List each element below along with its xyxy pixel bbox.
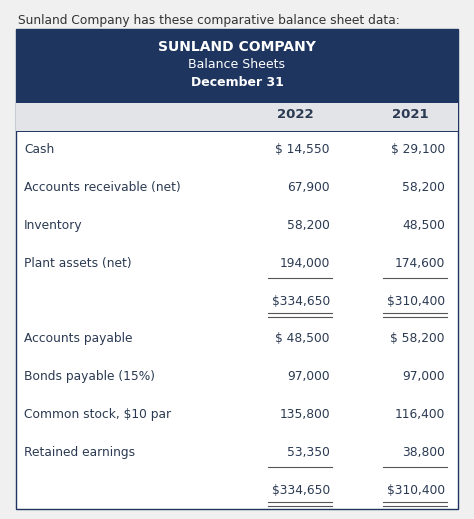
Text: $ 29,100: $ 29,100 bbox=[391, 143, 445, 156]
Text: December 31: December 31 bbox=[191, 76, 283, 89]
Text: 38,800: 38,800 bbox=[402, 446, 445, 459]
Text: 48,500: 48,500 bbox=[402, 219, 445, 232]
Text: 67,900: 67,900 bbox=[287, 181, 330, 194]
Text: 53,350: 53,350 bbox=[287, 446, 330, 459]
Text: $334,650: $334,650 bbox=[272, 295, 330, 308]
Text: Accounts receivable (net): Accounts receivable (net) bbox=[24, 181, 181, 194]
Text: $ 14,550: $ 14,550 bbox=[275, 143, 330, 156]
Text: 194,000: 194,000 bbox=[280, 257, 330, 270]
Text: 116,400: 116,400 bbox=[395, 408, 445, 421]
Text: Cash: Cash bbox=[24, 143, 54, 156]
Text: Common stock, $10 par: Common stock, $10 par bbox=[24, 408, 171, 421]
Text: 58,200: 58,200 bbox=[287, 219, 330, 232]
Text: SUNLAND COMPANY: SUNLAND COMPANY bbox=[158, 40, 316, 54]
Text: Sunland Company has these comparative balance sheet data:: Sunland Company has these comparative ba… bbox=[18, 14, 400, 27]
Text: Plant assets (net): Plant assets (net) bbox=[24, 257, 132, 270]
Text: 97,000: 97,000 bbox=[287, 370, 330, 383]
Text: $310,400: $310,400 bbox=[387, 484, 445, 497]
Text: 135,800: 135,800 bbox=[279, 408, 330, 421]
Text: 2022: 2022 bbox=[277, 108, 313, 121]
Text: $310,400: $310,400 bbox=[387, 295, 445, 308]
Text: $ 48,500: $ 48,500 bbox=[275, 332, 330, 346]
Text: Bonds payable (15%): Bonds payable (15%) bbox=[24, 370, 155, 383]
Text: Balance Sheets: Balance Sheets bbox=[189, 58, 285, 71]
Text: 2021: 2021 bbox=[392, 108, 428, 121]
Text: 174,600: 174,600 bbox=[395, 257, 445, 270]
Text: Retained earnings: Retained earnings bbox=[24, 446, 135, 459]
Text: Inventory: Inventory bbox=[24, 219, 82, 232]
Text: 58,200: 58,200 bbox=[402, 181, 445, 194]
Bar bbox=[16, 29, 458, 103]
Text: $334,650: $334,650 bbox=[272, 484, 330, 497]
Bar bbox=[16, 103, 458, 131]
Text: Accounts payable: Accounts payable bbox=[24, 332, 133, 346]
Text: $ 58,200: $ 58,200 bbox=[391, 332, 445, 346]
Text: 97,000: 97,000 bbox=[402, 370, 445, 383]
